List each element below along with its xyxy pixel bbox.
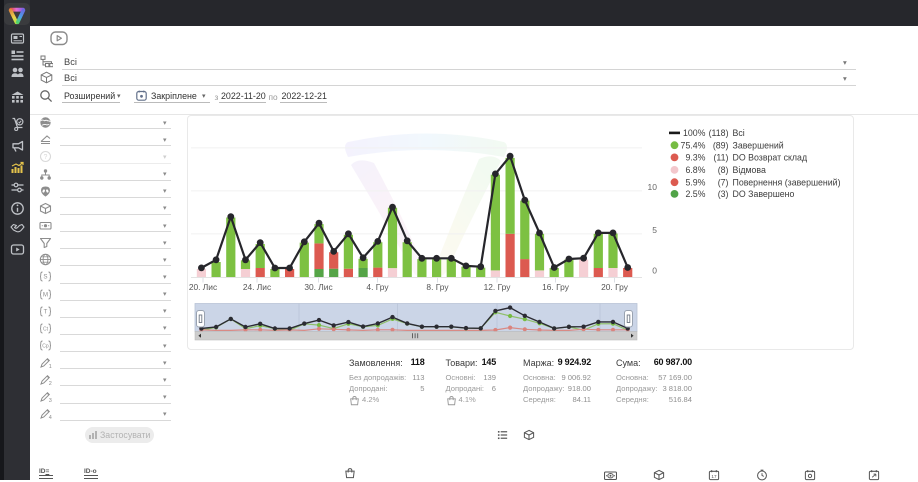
svg-text:(118): (118) xyxy=(709,128,729,138)
svg-text:24. Лис: 24. Лис xyxy=(243,282,271,292)
svg-text:4: 4 xyxy=(48,415,51,420)
svg-text:30. Лис: 30. Лис xyxy=(304,282,332,292)
svg-text:5.9%: 5.9% xyxy=(685,177,705,187)
svg-text:T: T xyxy=(43,309,47,315)
svg-text:(89): (89) xyxy=(713,140,729,150)
svg-text:0: 0 xyxy=(652,266,657,276)
svg-text:75.4%: 75.4% xyxy=(681,140,706,150)
svg-text:9.3%: 9.3% xyxy=(685,153,705,163)
svg-text:100%: 100% xyxy=(683,128,706,138)
svg-text:8. Гру: 8. Гру xyxy=(426,282,449,292)
svg-text:(8): (8) xyxy=(718,165,729,175)
svg-text:Cp: Cp xyxy=(42,344,49,350)
svg-text:4. Гру: 4. Гру xyxy=(366,282,389,292)
svg-text:5: 5 xyxy=(652,225,657,235)
svg-text:Повернення (завершений): Повернення (завершений) xyxy=(733,177,841,187)
svg-text:12. Гру: 12. Гру xyxy=(484,282,512,292)
svg-text:?: ? xyxy=(43,154,47,161)
svg-text:10: 10 xyxy=(648,182,658,192)
svg-text:(11): (11) xyxy=(714,153,729,163)
svg-text:Відмова: Відмова xyxy=(733,165,766,175)
svg-text:DO Возврат склад: DO Возврат склад xyxy=(733,153,808,163)
svg-text:Завершений: Завершений xyxy=(733,140,784,150)
svg-text:20. Лис: 20. Лис xyxy=(189,282,217,292)
svg-text:2.5%: 2.5% xyxy=(685,189,705,199)
svg-text:20. Гру: 20. Гру xyxy=(601,282,629,292)
svg-text:Ct: Ct xyxy=(43,326,49,332)
svg-text:16. Гру: 16. Гру xyxy=(542,282,570,292)
svg-text:M: M xyxy=(42,291,47,298)
svg-text:17: 17 xyxy=(711,474,717,479)
svg-text:S: S xyxy=(43,274,47,281)
svg-text:DO Завершено: DO Завершено xyxy=(733,189,795,199)
svg-text:2: 2 xyxy=(48,381,51,386)
svg-text:(7): (7) xyxy=(718,177,729,187)
svg-text:3: 3 xyxy=(48,398,51,403)
svg-text:Всі: Всі xyxy=(733,128,745,138)
svg-text:(3): (3) xyxy=(718,189,729,199)
svg-text:1: 1 xyxy=(48,364,51,369)
svg-text:6.8%: 6.8% xyxy=(685,165,705,175)
